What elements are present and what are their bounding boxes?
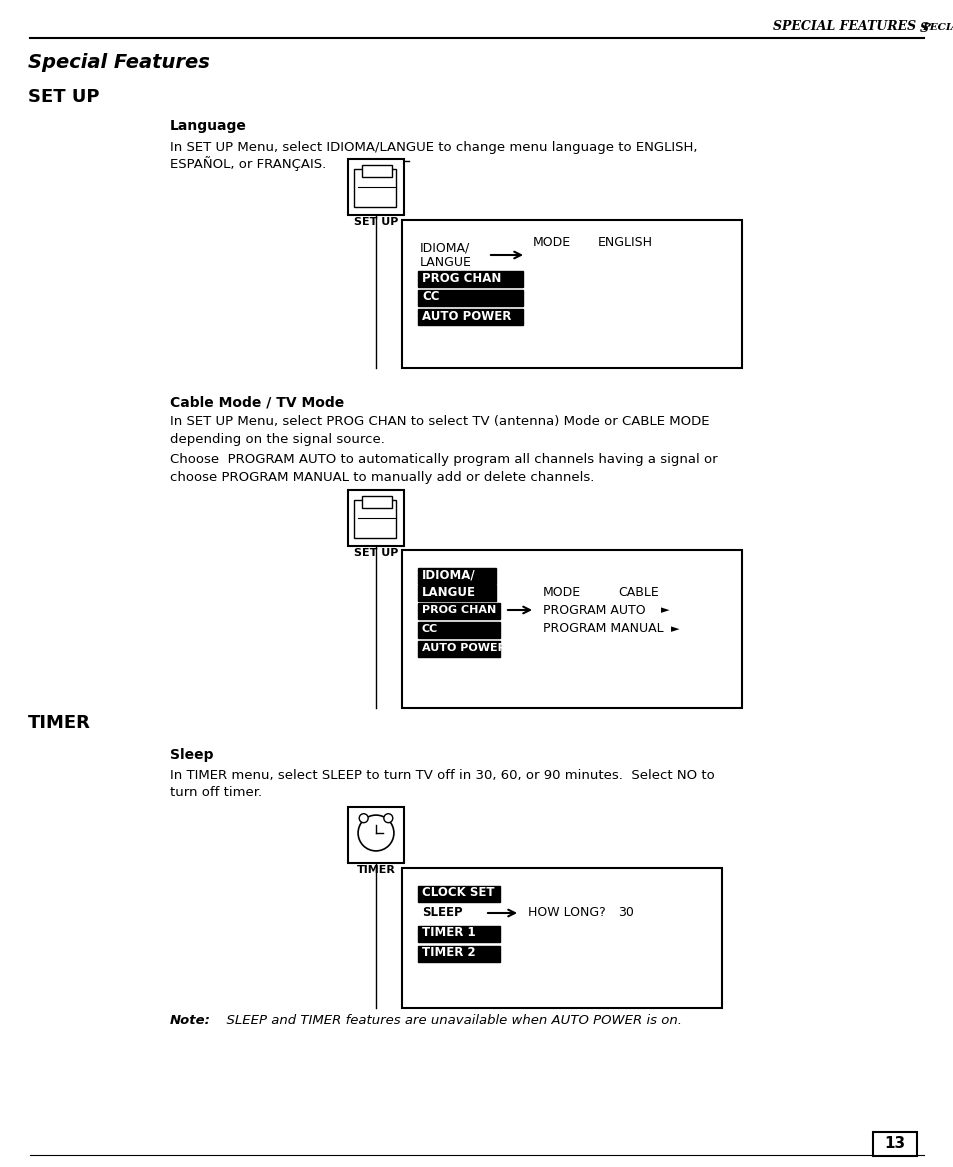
Text: TIMER 2: TIMER 2 [421,946,476,959]
Bar [354,499,395,538]
Bar [361,165,392,177]
Text: AUTO POWER: AUTO POWER [421,643,506,654]
Text: LANGUE: LANGUE [421,586,476,599]
Bar [417,585,496,601]
Text: PROGRAM MANUAL: PROGRAM MANUAL [542,622,663,636]
Text: CC: CC [421,624,437,634]
Text: SET UP: SET UP [28,88,99,106]
Bar [417,946,499,962]
Text: 13: 13 [883,1135,904,1151]
Bar [417,622,499,638]
Bar [417,568,496,584]
Text: CLOCK SET: CLOCK SET [421,887,494,900]
Bar [872,1132,916,1156]
Text: PROG CHAN: PROG CHAN [421,272,501,285]
Bar [417,641,499,657]
Text: Note:: Note: [170,1013,211,1027]
Text: MODE: MODE [542,586,580,599]
Text: SPECIAL FEATURES: SPECIAL FEATURES [772,21,915,34]
Text: Language: Language [170,119,247,133]
Text: SLEEP and TIMER features are unavailable when AUTO POWER is on.: SLEEP and TIMER features are unavailable… [218,1013,681,1027]
Text: MODE: MODE [533,236,571,249]
Bar [348,808,403,864]
Text: ►: ► [670,624,679,634]
Bar [417,291,522,306]
Bar [401,221,741,368]
Text: In SET UP Menu, select PROG CHAN to select TV (antenna) Mode or CABLE MODE: In SET UP Menu, select PROG CHAN to sele… [170,415,709,428]
Text: LANGUE: LANGUE [419,257,472,270]
Text: In SET UP Menu, select IDIOMA/LANGUE to change menu language to ENGLISH,: In SET UP Menu, select IDIOMA/LANGUE to … [170,140,697,154]
Text: CC: CC [421,291,439,303]
Text: S: S [919,21,928,35]
Bar [417,309,522,324]
Text: HOW LONG?: HOW LONG? [527,907,605,920]
Bar [348,490,403,546]
Text: depending on the signal source.: depending on the signal source. [170,433,384,446]
Text: SET UP: SET UP [354,548,397,558]
Text: Cable Mode / TV Mode: Cable Mode / TV Mode [170,394,344,408]
Bar [354,169,395,207]
Bar [417,603,499,619]
Bar [348,159,403,215]
Text: TIMER 1: TIMER 1 [421,927,476,939]
Circle shape [383,813,393,823]
Text: TIMER: TIMER [28,714,91,732]
Bar [401,550,741,708]
Text: choose PROGRAM MANUAL to manually add or delete channels.: choose PROGRAM MANUAL to manually add or… [170,470,594,483]
Text: 30: 30 [618,907,633,920]
Text: PECIAL: PECIAL [921,23,953,33]
Text: Special Features: Special Features [28,53,210,71]
Text: CABLE: CABLE [618,586,659,599]
Text: PROG CHAN: PROG CHAN [421,605,496,615]
Text: Sleep: Sleep [170,748,213,762]
Text: ENGLISH: ENGLISH [598,236,652,249]
Text: PROGRAM AUTO: PROGRAM AUTO [542,603,645,616]
Text: turn off timer.: turn off timer. [170,785,262,798]
Text: ESPAÑOL, or FRANÇAIS.: ESPAÑOL, or FRANÇAIS. [170,156,326,172]
Bar [417,271,522,287]
Text: IDIOMA/: IDIOMA/ [421,568,476,581]
Bar [361,496,392,508]
Bar [417,925,499,942]
Text: IDIOMA/: IDIOMA/ [419,242,470,254]
Text: In TIMER menu, select SLEEP to turn TV off in 30, 60, or 90 minutes.  Select NO : In TIMER menu, select SLEEP to turn TV o… [170,769,714,782]
Text: SLEEP: SLEEP [421,907,462,920]
Circle shape [357,815,394,851]
Text: TIMER: TIMER [356,865,395,875]
Text: ►: ► [660,605,669,615]
Bar [401,868,721,1008]
Circle shape [359,813,368,823]
Text: Choose  PROGRAM AUTO to automatically program all channels having a signal or: Choose PROGRAM AUTO to automatically pro… [170,454,717,467]
Text: SET UP: SET UP [354,217,397,228]
Bar [417,886,499,902]
Text: AUTO POWER: AUTO POWER [421,309,511,322]
